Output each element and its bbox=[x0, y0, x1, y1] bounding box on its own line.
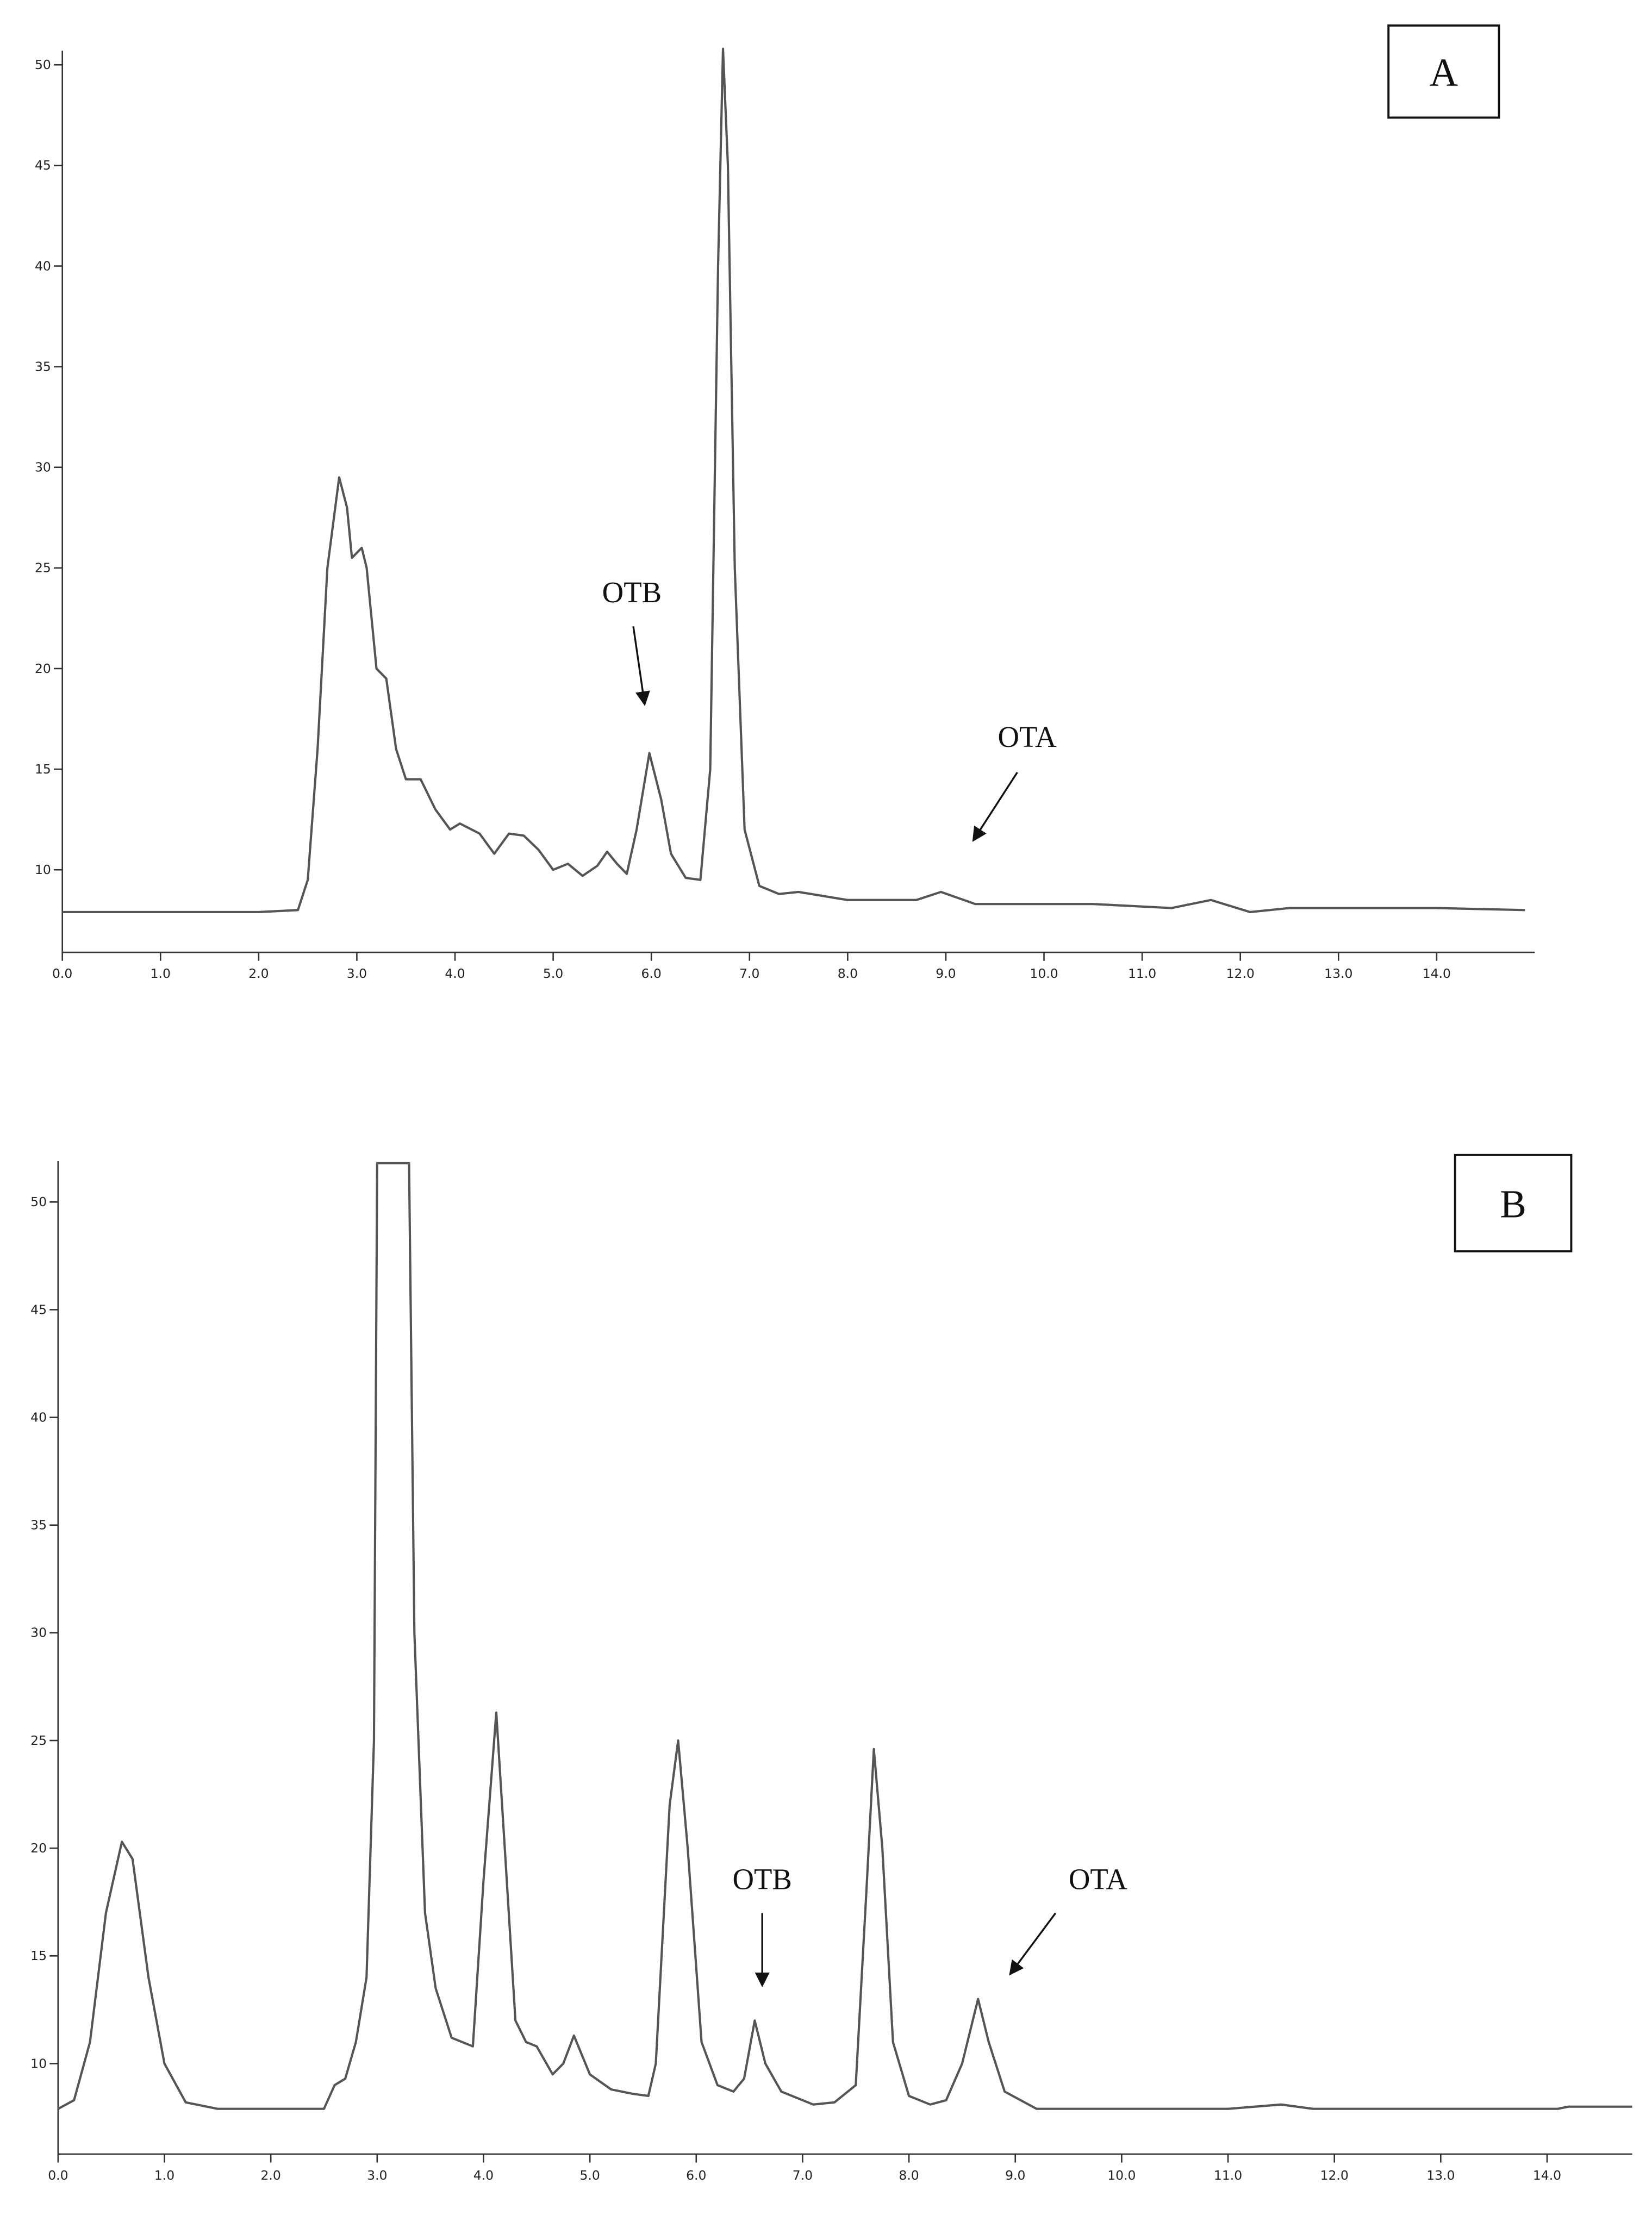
y-tick-label: 10 bbox=[30, 2056, 47, 2071]
x-tick-label: 12.0 bbox=[1226, 966, 1255, 981]
x-tick-label: 0.0 bbox=[52, 966, 72, 981]
x-tick-label: 10.0 bbox=[1107, 2168, 1136, 2183]
y-tick-label: 30 bbox=[35, 460, 51, 475]
panel-box bbox=[1454, 1153, 1573, 1253]
x-tick-label: 4.0 bbox=[445, 966, 465, 981]
x-tick-label: 10.0 bbox=[1030, 966, 1058, 981]
y-tick-label: 50 bbox=[30, 1194, 47, 1209]
y-tick-label: 40 bbox=[35, 258, 51, 273]
x-tick-label: 12.0 bbox=[1320, 2168, 1349, 2183]
annotation: OTB bbox=[732, 1862, 791, 1895]
y-tick-label: 45 bbox=[35, 158, 51, 173]
y-tick-label: 35 bbox=[30, 1518, 47, 1533]
y-tick-label: 25 bbox=[35, 560, 51, 576]
x-tick-label: 3.0 bbox=[367, 2168, 387, 2183]
x-tick-label: 2.0 bbox=[248, 966, 269, 981]
x-tick-label: 6.0 bbox=[686, 2168, 706, 2183]
y-tick-label: 15 bbox=[35, 762, 51, 777]
x-tick-label: 6.0 bbox=[641, 966, 662, 981]
y-tick-label: 30 bbox=[30, 1625, 47, 1640]
y-tick-label: 15 bbox=[30, 1948, 47, 1963]
y-tick-label: 40 bbox=[30, 1409, 47, 1425]
y-tick-label: 35 bbox=[35, 359, 51, 374]
annotation: OTA bbox=[1069, 1862, 1128, 1895]
annotation: OTB bbox=[602, 576, 662, 609]
y-tick-label: 50 bbox=[35, 57, 51, 72]
x-tick-label: 5.0 bbox=[543, 966, 563, 981]
x-tick-label: 9.0 bbox=[936, 966, 956, 981]
x-tick-label: 3.0 bbox=[347, 966, 367, 981]
x-tick-label: 9.0 bbox=[1005, 2168, 1025, 2183]
x-tick-label: 2.0 bbox=[261, 2168, 281, 2183]
x-tick-label: 5.0 bbox=[579, 2168, 600, 2183]
x-tick-label: 8.0 bbox=[838, 966, 858, 981]
annotation: OTA bbox=[998, 720, 1057, 753]
y-tick-label: 20 bbox=[35, 661, 51, 676]
x-tick-label: 1.0 bbox=[154, 2168, 174, 2183]
annotation-arrow bbox=[972, 771, 1018, 842]
chromatogram-line bbox=[57, 1162, 1632, 2110]
x-tick-label: 7.0 bbox=[739, 966, 759, 981]
panel-label: B bbox=[1500, 1182, 1526, 1226]
x-tick-label: 11.0 bbox=[1214, 2168, 1242, 2183]
y-tick-label: 10 bbox=[35, 862, 51, 877]
annotation-arrow bbox=[632, 626, 650, 707]
y-tick-label: 45 bbox=[30, 1302, 47, 1317]
panel-label: A bbox=[1430, 51, 1458, 95]
x-tick-label: 1.0 bbox=[151, 966, 171, 981]
chromatogram-line bbox=[62, 47, 1525, 914]
x-tick-label: 0.0 bbox=[48, 2168, 68, 2183]
x-tick-label: 8.0 bbox=[899, 2168, 919, 2183]
x-tick-label: 7.0 bbox=[793, 2168, 813, 2183]
x-tick-label: 4.0 bbox=[473, 2168, 494, 2183]
y-tick-label: 25 bbox=[30, 1733, 47, 1748]
x-tick-label: 14.0 bbox=[1423, 966, 1451, 981]
x-tick-label: 13.0 bbox=[1426, 2168, 1455, 2183]
annotation-arrow bbox=[1009, 1912, 1057, 1976]
y-tick-label: 20 bbox=[30, 1840, 47, 1856]
x-tick-label: 11.0 bbox=[1128, 966, 1156, 981]
x-tick-label: 13.0 bbox=[1324, 966, 1352, 981]
panel-box bbox=[1387, 24, 1500, 119]
x-tick-label: 14.0 bbox=[1533, 2168, 1561, 2183]
